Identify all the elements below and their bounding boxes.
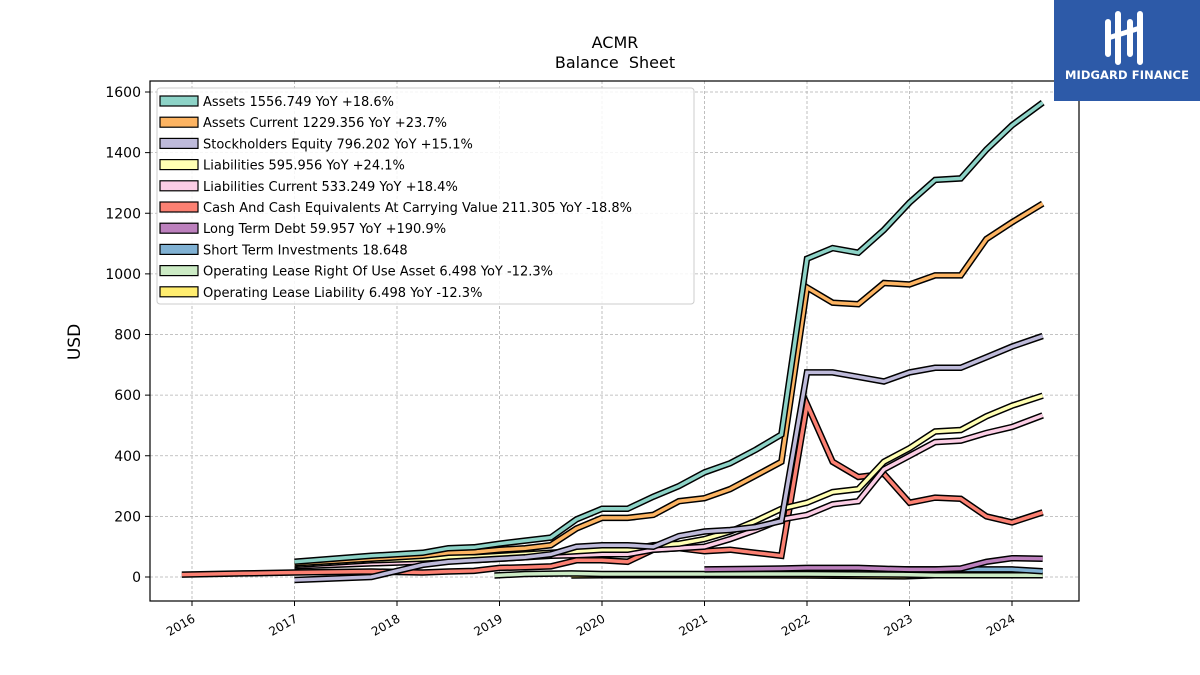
logo-mark-icon (1105, 11, 1143, 65)
legend-label: Assets 1556.749 YoY +18.6% (203, 95, 394, 110)
legend-swatch (159, 265, 199, 277)
legend-label: Operating Lease Right Of Use Asset 6.498… (203, 265, 553, 280)
legend-swatch (159, 243, 199, 255)
legend-swatch (159, 180, 199, 192)
x-tick-label: 2022 (779, 611, 812, 638)
y-tick-label: 0 (132, 570, 141, 586)
series-line (294, 202, 1044, 566)
x-tick-label: 2024 (984, 611, 1017, 638)
y-tick-label: 200 (114, 509, 141, 525)
x-tick-label: 2019 (472, 611, 505, 638)
series-line (704, 556, 1043, 572)
series-line (494, 571, 1043, 578)
x-tick-label: 2018 (369, 611, 402, 638)
x-tick-label: 2021 (677, 611, 710, 638)
legend-label: Cash And Cash Equivalents At Carrying Va… (203, 201, 632, 216)
plot-frame (149, 80, 1080, 602)
series-line (294, 334, 1044, 582)
midgard-finance-logo: MIDGARD FINANCE (1054, 0, 1200, 101)
legend-label: Liabilities 595.956 YoY +24.1% (203, 159, 405, 174)
legend-label: Liabilities Current 533.249 YoY +18.4% (203, 180, 458, 195)
y-axis-label: USD (65, 324, 85, 360)
series-stockholders-equity (294, 332, 1044, 584)
series-operating-lease-right-of-use-asset (494, 570, 1043, 579)
chart-title: ACMR (592, 33, 639, 52)
y-tick-label: 1400 (105, 146, 141, 162)
series-assets-current (294, 200, 1045, 567)
legend-swatch (159, 95, 199, 107)
legend-label: Stockholders Equity 796.202 YoY +15.1% (203, 137, 473, 152)
legend-label: Long Term Debt 59.957 YoY +190.9% (203, 222, 446, 237)
x-tick-label: 2016 (164, 611, 197, 638)
legend-swatch (159, 222, 199, 234)
legend-swatch (159, 201, 199, 213)
series-line (294, 101, 1044, 564)
y-tick-label: 1000 (105, 267, 141, 283)
x-tick-label: 2023 (882, 611, 915, 638)
legend: Assets 1556.749 YoY +18.6% Assets Current… (156, 87, 695, 305)
series-long-term-debt (704, 554, 1043, 573)
series-outline (294, 332, 1044, 584)
legend-swatch (159, 137, 199, 149)
chart-subtitle: Balance Sheet (555, 53, 675, 72)
logo-text: MIDGARD FINANCE (1064, 68, 1190, 82)
y-tick-label: 1600 (105, 85, 141, 101)
y-tick-label: 400 (114, 449, 141, 465)
legend-label: Operating Lease Liability 6.498 YoY -12.… (203, 286, 482, 301)
legend-swatch (159, 286, 199, 298)
legend-swatch (159, 159, 199, 171)
x-tick-label: 2020 (574, 611, 607, 638)
series-assets (294, 99, 1045, 566)
legend-label: Short Term Investments 18.648 (203, 243, 408, 258)
y-tick-label: 800 (114, 328, 141, 344)
x-tick-label: 2017 (267, 611, 300, 638)
legend-box (156, 87, 695, 305)
y-tick-label: 1200 (105, 206, 141, 222)
legend-label: Assets Current 1229.356 YoY +23.7% (203, 116, 447, 131)
legend-swatch (159, 116, 199, 128)
series-lines (181, 99, 1045, 584)
y-tick-label: 600 (114, 388, 141, 404)
